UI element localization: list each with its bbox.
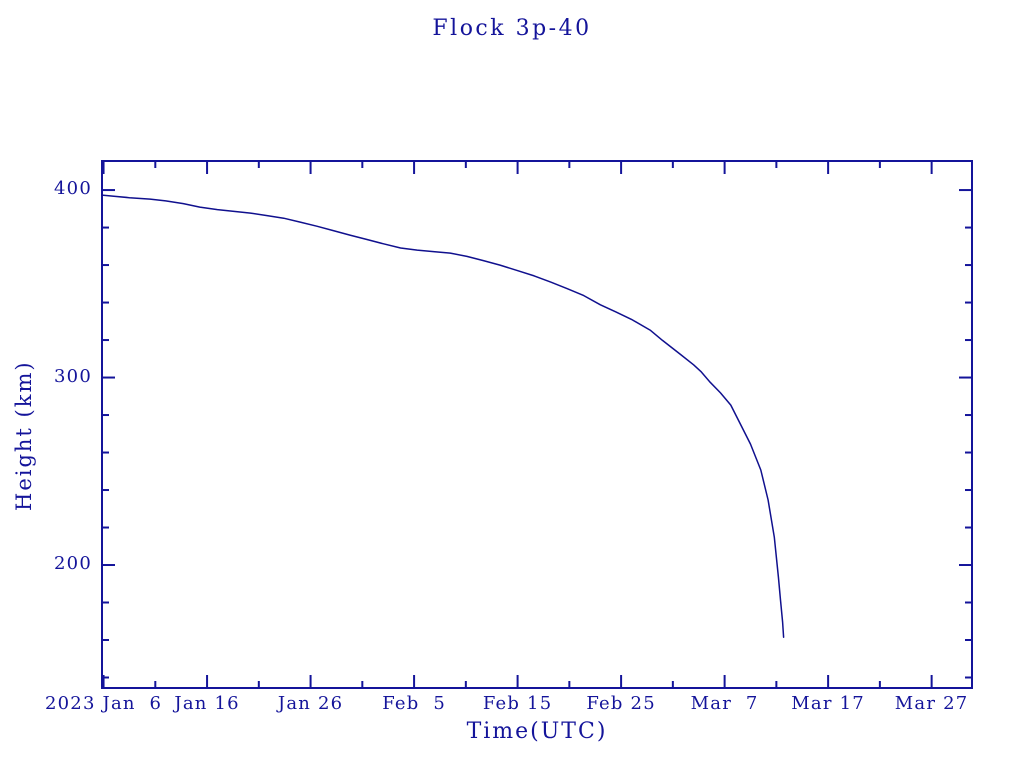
height-decay-curve bbox=[101, 194, 785, 638]
x-tick-label: Mar 7 bbox=[690, 693, 759, 714]
x-tick-label: Jan 26 bbox=[277, 693, 344, 714]
x-tick-label: Mar 27 bbox=[894, 693, 969, 714]
x-axis-title: Time(UTC) bbox=[466, 719, 608, 744]
x-tick-label: Jan 16 bbox=[174, 693, 240, 714]
x-tick-label: Feb 25 bbox=[586, 693, 656, 714]
x-tick-label: Feb 5 bbox=[382, 693, 446, 714]
chart-title: Flock 3p-40 bbox=[432, 16, 592, 41]
x-tick-label: Mar 17 bbox=[791, 693, 865, 714]
y-tick-label: 200 bbox=[54, 553, 92, 574]
y-tick-label: 300 bbox=[54, 365, 92, 387]
plot-box bbox=[101, 160, 973, 689]
x-tick-label: 2023 Jan 6 bbox=[45, 693, 163, 714]
y-tick-label: 400 bbox=[54, 178, 92, 200]
x-tick-label: Feb 15 bbox=[482, 693, 553, 714]
